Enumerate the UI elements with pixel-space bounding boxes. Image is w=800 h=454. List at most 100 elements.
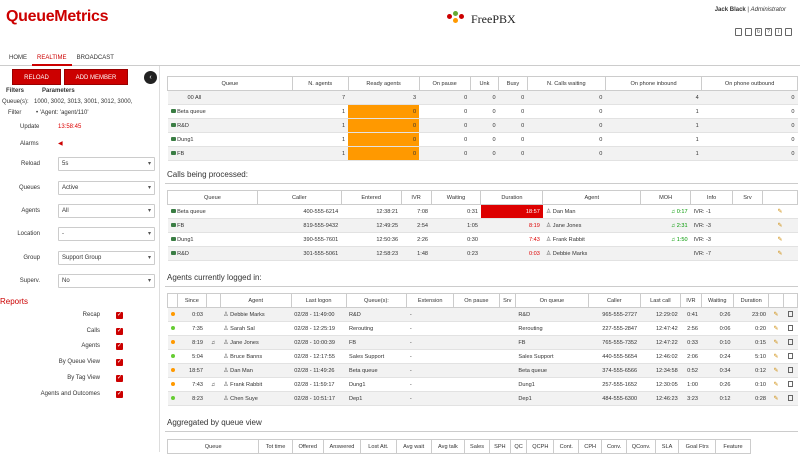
table-row[interactable]: 0:03 ♙ Debbie Marks 02/28 - 11:49:00 R&D - R&… bbox=[167, 307, 798, 322]
col-calls-waiting[interactable]: N. Calls waiting bbox=[526, 76, 606, 91]
table-row[interactable]: 7:43 ♫ ♙ Frank Rabbit 02/28 - 11:59:17 Dung1… bbox=[167, 377, 798, 392]
col-entered[interactable]: Entered bbox=[340, 190, 402, 205]
agg-col-conv[interactable]: Conv. bbox=[601, 439, 628, 454]
col-ivr[interactable]: IVR bbox=[400, 190, 432, 205]
col-moh[interactable]: MOH bbox=[640, 190, 692, 205]
nav-broadcast[interactable]: BROADCAST bbox=[76, 54, 114, 61]
table-row[interactable]: FB 1 0 0 0 0 0 1 0 bbox=[167, 146, 798, 161]
col-duration[interactable]: Duration bbox=[480, 190, 544, 205]
pencil-icon[interactable]: ✎ bbox=[768, 335, 784, 350]
agents-select[interactable]: All bbox=[58, 204, 155, 218]
col-ivr[interactable]: IVR bbox=[680, 293, 702, 308]
agg-col-queue[interactable]: Queue bbox=[166, 439, 260, 454]
pencil-icon[interactable]: ✎ bbox=[762, 246, 798, 261]
col-caller[interactable]: Caller bbox=[587, 293, 641, 308]
pencil-icon[interactable]: ✎ bbox=[768, 307, 784, 322]
details-icon[interactable] bbox=[783, 349, 798, 364]
report-by-queue-view-checkbox[interactable]: ✓ bbox=[116, 359, 123, 366]
details-icon[interactable] bbox=[783, 335, 798, 350]
col-agent[interactable]: Agent bbox=[542, 190, 642, 205]
alarm-speaker-icon[interactable]: ◀ bbox=[58, 141, 63, 147]
agg-col-sph[interactable]: SPH bbox=[488, 439, 511, 454]
pencil-icon[interactable]: ✎ bbox=[768, 377, 784, 392]
agg-col-qcph[interactable]: QCPH bbox=[526, 439, 555, 454]
col-phone-inbound[interactable]: On phone inbound bbox=[604, 76, 703, 91]
table-row[interactable]: Beta queue 1 0 0 0 0 0 1 0 bbox=[167, 104, 798, 119]
pencil-icon[interactable]: ✎ bbox=[762, 218, 798, 233]
logout-icon[interactable] bbox=[785, 28, 792, 36]
details-icon[interactable] bbox=[783, 391, 798, 406]
agg-col-cph[interactable]: CPH bbox=[578, 439, 603, 454]
nav-realtime[interactable]: REALTIME bbox=[32, 50, 72, 66]
col-on-pause[interactable]: On pause bbox=[418, 76, 471, 91]
reload-button[interactable]: RELOAD bbox=[12, 69, 61, 85]
details-icon[interactable] bbox=[783, 321, 798, 336]
agg-col-sla[interactable]: SLA bbox=[655, 439, 679, 454]
report-by-queue-view[interactable]: By Queue View bbox=[58, 359, 100, 365]
table-row[interactable]: R&D 301-555-5061 12:58:23 1:48 0:23 0:03… bbox=[167, 246, 798, 261]
col-queues[interactable]: Queue(s): bbox=[345, 293, 408, 308]
details-icon[interactable] bbox=[783, 377, 798, 392]
agg-col-avg-wait[interactable]: Avg wait bbox=[395, 439, 432, 454]
col-last-call[interactable]: Last call bbox=[639, 293, 682, 308]
superv-select[interactable]: No bbox=[58, 274, 155, 288]
col-busy[interactable]: Busy bbox=[498, 76, 528, 91]
report-agents-outcomes-checkbox[interactable]: ✓ bbox=[116, 391, 123, 398]
col-duration[interactable]: Duration bbox=[732, 293, 770, 308]
group-select[interactable]: Support Group bbox=[58, 251, 155, 265]
nav-home[interactable]: HOME bbox=[9, 54, 27, 61]
table-row[interactable]: 8:19 ♫ ♙ Jane Jones 02/28 - 10:00:39 FB - FB 76… bbox=[167, 335, 798, 350]
doc-icon[interactable] bbox=[745, 28, 752, 36]
report-recap[interactable]: Recap bbox=[82, 312, 100, 318]
col-phone-outbound[interactable]: On phone outbound bbox=[701, 76, 798, 91]
col-info[interactable]: Info bbox=[690, 190, 734, 205]
details-icon[interactable] bbox=[783, 307, 798, 322]
table-row[interactable]: Beta queue 400-555-6214 12:38:21 7:08 0:… bbox=[167, 204, 798, 219]
agg-col-feature[interactable]: Feature bbox=[715, 439, 751, 454]
report-agents[interactable]: Agents bbox=[81, 343, 100, 349]
table-row[interactable]: FB 819-555-9432 12:49:25 2:54 1:05 8:19 … bbox=[167, 218, 798, 233]
col-caller[interactable]: Caller bbox=[256, 190, 342, 205]
col-n-agents[interactable]: N. agents bbox=[291, 76, 349, 91]
col-ready-agents[interactable]: Ready agents bbox=[347, 76, 420, 91]
pencil-icon[interactable]: ✎ bbox=[762, 204, 798, 219]
reload-select[interactable]: 5s bbox=[58, 157, 155, 171]
help-icon[interactable]: ? bbox=[765, 28, 772, 36]
table-row[interactable]: 18:57 ♙ Dan Man 02/28 - 11:49:26 Beta queue… bbox=[167, 363, 798, 378]
col-queue[interactable]: Queue bbox=[167, 190, 258, 205]
pencil-icon[interactable]: ✎ bbox=[762, 232, 798, 247]
pencil-icon[interactable]: ✎ bbox=[768, 349, 784, 364]
col-agent[interactable]: Agent bbox=[219, 293, 292, 308]
agg-col-avg-talk[interactable]: Avg talk bbox=[430, 439, 466, 454]
report-by-tag-view-checkbox[interactable]: ✓ bbox=[116, 375, 123, 382]
col-on-pause[interactable]: On pause bbox=[453, 293, 500, 308]
add-member-button[interactable]: ADD MEMBER bbox=[64, 69, 128, 85]
col-waiting[interactable]: Waiting bbox=[430, 190, 482, 205]
location-select[interactable]: - bbox=[58, 227, 155, 241]
pencil-icon[interactable]: ✎ bbox=[768, 363, 784, 378]
table-row[interactable]: Dung1 390-555-7601 12:50:36 2:26 0:30 7:… bbox=[167, 232, 798, 247]
agg-col-answered[interactable]: Answered bbox=[322, 439, 362, 454]
info-icon[interactable]: i bbox=[775, 28, 782, 36]
table-row[interactable]: 5:04 ♙ Bruce Banns 02/28 - 12:17:55 Sales S… bbox=[167, 349, 798, 364]
col-srv[interactable]: Srv bbox=[732, 190, 763, 205]
reload-icon[interactable]: ↻ bbox=[755, 28, 762, 36]
table-row[interactable]: 7:35 ♙ Sarah Sal 02/28 - 12:25:19 Rerouting… bbox=[167, 321, 798, 336]
agg-col-goal-ftrs[interactable]: Goal Ftrs bbox=[677, 439, 717, 454]
report-by-tag-view[interactable]: By Tag View bbox=[67, 375, 100, 381]
report-calls[interactable]: Calls bbox=[86, 328, 100, 334]
table-row[interactable]: 8:23 ♙ Chen Suye 02/28 - 10:51:17 Dep1- Dep1… bbox=[167, 391, 798, 406]
agg-col-qconv[interactable]: QConv. bbox=[626, 439, 657, 454]
report-agents-checkbox[interactable]: ✓ bbox=[116, 343, 123, 350]
col-extension[interactable]: Extension bbox=[406, 293, 455, 308]
col-waiting[interactable]: Waiting bbox=[700, 293, 734, 308]
col-queue[interactable]: Queue bbox=[167, 76, 293, 91]
agg-col-qc[interactable]: QC bbox=[509, 439, 528, 454]
collapse-sidebar-icon[interactable]: ‹ bbox=[144, 71, 157, 84]
col-last-logon[interactable]: Last logon bbox=[290, 293, 347, 308]
agg-col-offered[interactable]: Offered bbox=[291, 439, 324, 454]
agg-col-tot-time[interactable]: Tot time bbox=[258, 439, 293, 454]
details-icon[interactable] bbox=[783, 363, 798, 378]
table-row[interactable]: Dung1 1 0 0 0 0 0 1 0 bbox=[167, 132, 798, 147]
report-recap-checkbox[interactable]: ✓ bbox=[116, 312, 123, 319]
